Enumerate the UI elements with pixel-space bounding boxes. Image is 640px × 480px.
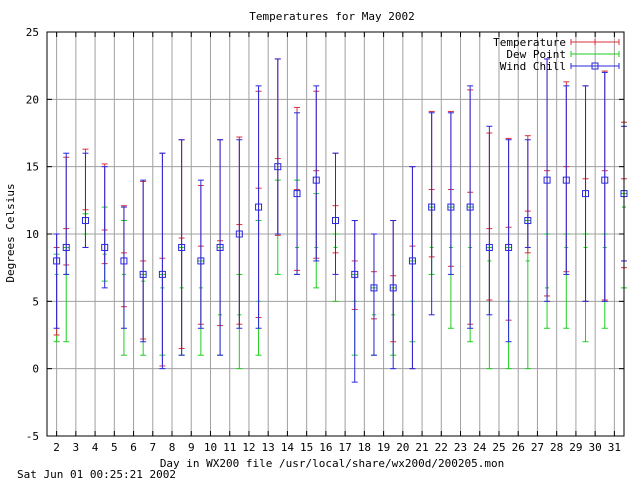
wind-chill-mean-point: [332, 217, 339, 225]
x-tick-label: 4: [92, 441, 99, 454]
x-tick-label: 5: [111, 441, 118, 454]
y-tick-label: 10: [26, 228, 39, 241]
x-axis-label: Day in WX200 file /usr/local/share/wx200…: [160, 457, 504, 470]
legend-label-temperature: Temperature: [493, 36, 566, 49]
wind-chill-mean-point: [370, 284, 378, 292]
x-tick-label: 23: [454, 441, 467, 454]
wind-chill-mean-point: [197, 257, 205, 265]
x-tick-label: 22: [435, 441, 448, 454]
x-tick-label: 3: [73, 441, 80, 454]
x-tick-label: 28: [550, 441, 563, 454]
wind-chill-mean-point: [120, 257, 128, 265]
wind-chill-mean-point: [62, 243, 70, 251]
x-tick-label: 21: [415, 441, 428, 454]
wind-chill-mean-point: [466, 203, 474, 211]
wind-chill-mean-point: [524, 217, 532, 225]
timestamp-footer: Sat Jun 01 00:25:21 2002: [17, 468, 176, 480]
x-tick-label: 27: [531, 441, 544, 454]
x-tick-label: 24: [473, 441, 487, 454]
wind-chill-mean-point: [505, 243, 513, 251]
wind-chill-mean-point: [81, 217, 89, 225]
x-tick-label: 10: [204, 441, 217, 454]
wind-chill-mean-point: [601, 176, 609, 184]
wind-chill-mean-point: [447, 203, 455, 211]
y-tick-label: 20: [26, 93, 39, 106]
wind-chill-mean-point: [582, 190, 590, 198]
wind-chill-mean-point: [389, 284, 397, 292]
wind-chill-mean-point: [255, 203, 263, 211]
legend-label-wind-chill: Wind Chill: [500, 60, 566, 73]
wind-chill-mean-point: [562, 176, 570, 184]
x-tick-label: 18: [358, 441, 371, 454]
x-tick-label: 19: [377, 441, 390, 454]
y-tick-label: 5: [32, 295, 39, 308]
wind-chill-mean-point: [101, 243, 109, 251]
chart-title: Temperatures for May 2002: [249, 10, 415, 23]
x-tick-label: 16: [319, 441, 332, 454]
wind-chill-mean-point: [235, 230, 243, 238]
legend-marker-wind-chill: [591, 62, 599, 70]
x-tick-label: 31: [608, 441, 621, 454]
wind-chill-mean-point: [53, 257, 61, 265]
x-tick-label: 9: [188, 441, 195, 454]
x-tick-label: 17: [338, 441, 351, 454]
wind-chill-mean-point: [178, 243, 186, 251]
x-tick-label: 12: [242, 441, 255, 454]
x-tick-label: 30: [589, 441, 602, 454]
wind-chill-mean-point: [485, 243, 493, 251]
x-tick-label: 20: [396, 441, 409, 454]
y-tick-label: 15: [26, 161, 39, 174]
x-tick-label: 13: [262, 441, 275, 454]
x-tick-label: 15: [300, 441, 313, 454]
legend: Temperature Dew Point Wind Chill: [493, 36, 620, 73]
x-tick-label: 29: [569, 441, 582, 454]
wind-chill-mean-point: [312, 176, 320, 184]
x-tick-label: 7: [149, 441, 156, 454]
x-tick-label: 2: [53, 441, 60, 454]
error-bars: [53, 58, 628, 383]
grid-lines: [47, 32, 624, 436]
x-tick-label: 25: [492, 441, 505, 454]
wind-chill-mean-point: [293, 190, 301, 198]
wind-chill-mean-point: [139, 270, 147, 278]
x-tick-label: 11: [223, 441, 236, 454]
y-tick-label: -5: [26, 430, 39, 443]
wind-chill-mean-point: [428, 203, 436, 211]
wind-chill-mean-point: [274, 163, 282, 171]
x-tick-label: 14: [281, 441, 295, 454]
wind-chill-mean-point: [408, 257, 416, 265]
wind-chill-mean-point: [216, 243, 224, 251]
x-tick-label: 6: [130, 441, 137, 454]
wind-chill-mean-point: [158, 270, 166, 278]
legend-label-dew-point: Dew Point: [506, 48, 566, 61]
x-tick-label: 26: [512, 441, 525, 454]
y-axis-label: Degrees Celsius: [4, 183, 17, 282]
y-tick-label: 0: [32, 363, 39, 376]
wind-chill-mean-point: [351, 270, 359, 278]
wind-chill-mean-point: [543, 176, 551, 184]
x-tick-label: 8: [169, 441, 176, 454]
y-tick-label: 25: [26, 26, 39, 39]
